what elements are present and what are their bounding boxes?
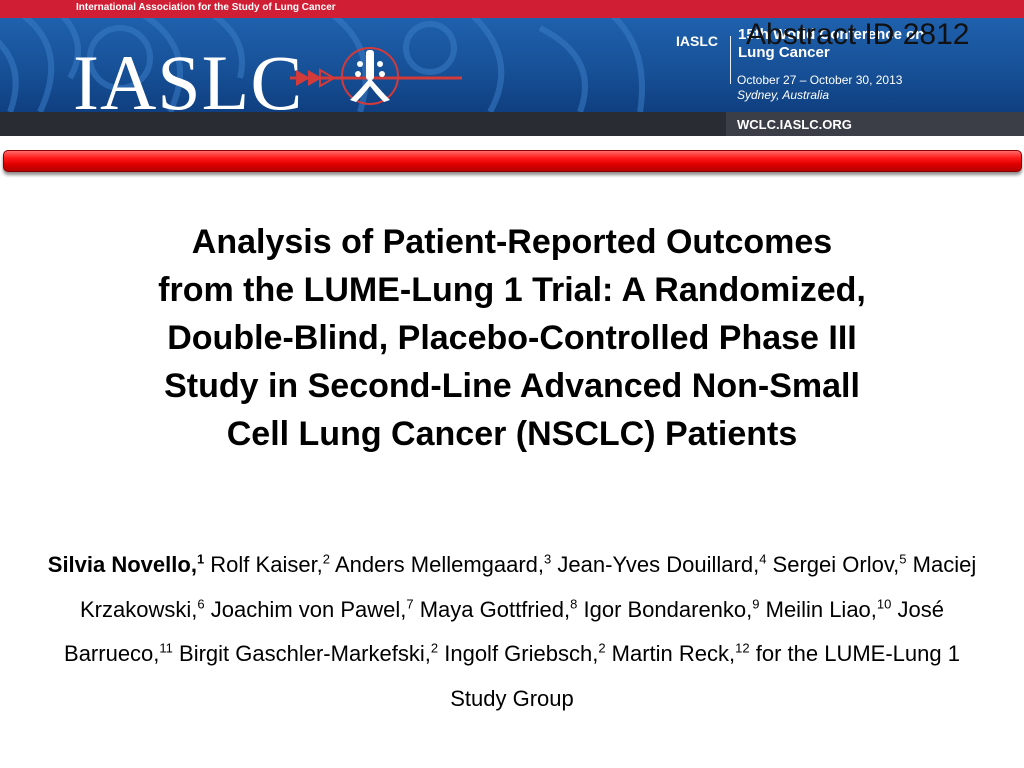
conference-url: WCLC.IASLC.ORG (737, 117, 852, 132)
title-line: Double-Blind, Placebo-Controlled Phase I… (167, 319, 857, 357)
author-affiliation: 8 (570, 596, 578, 612)
author-affiliation: 4 (759, 551, 767, 567)
conference-dates: October 27 – October 30, 2013 (737, 73, 903, 87)
slide-title: Analysis of Patient-Reported Outcomes fr… (60, 218, 964, 458)
author-name: Meilin Liao, (765, 596, 877, 622)
author-name: Ingolf Griebsch, (444, 641, 599, 666)
author-name: Jean-Yves Douillard, (557, 552, 760, 577)
author-affiliation: 7 (406, 596, 414, 612)
conference-name: 15th World Conference on Lung Cancer (738, 26, 925, 61)
title-line: Analysis of Patient-Reported Outcomes (191, 223, 833, 261)
author-name: Martin Reck, (611, 641, 736, 666)
abstract-id: Abstract ID 2812 (746, 18, 970, 51)
author-list: Silvia Novello,1 Rolf Kaiser,2 Anders Me… (40, 543, 984, 721)
author-name: Silvia Novello, (47, 552, 197, 577)
lung-caduceus-icon (290, 47, 462, 105)
author-name: Rolf Kaiser, (210, 552, 323, 577)
author-name: Maciej Krzakowski, (80, 552, 977, 622)
url-bar: WCLC.IASLC.ORG (0, 112, 1024, 136)
author-affiliation: 2 (598, 640, 606, 656)
banner-divider (730, 36, 731, 84)
conference-banner: IASLC IASLC 15th World Conference on Lun… (0, 18, 1024, 112)
iaslc-logo: IASLC (73, 39, 304, 113)
title-line: Cell Lung Cancer (NSCLC) Patients (226, 415, 798, 453)
author-affiliation: 11 (159, 640, 173, 656)
conference-org-label: IASLC (676, 33, 718, 49)
org-full-name: International Association for the Study … (76, 2, 336, 13)
study-group: for the LUME-Lung 1 Study Group (450, 641, 960, 711)
url-bar-panel (726, 112, 1024, 136)
author-affiliation: 3 (544, 551, 552, 567)
author-affiliation: 6 (197, 596, 205, 612)
author-name: Igor Bondarenko, (583, 596, 753, 622)
conference-location: Sydney, Australia (737, 88, 830, 102)
title-line: from the LUME-Lung 1 Trial: A Randomized… (158, 271, 866, 309)
banner-decoration-icon (0, 18, 645, 112)
author-affiliation: 9 (752, 596, 760, 612)
author-name: Sergei Orlov, (772, 552, 900, 577)
author-affiliation: 1 (196, 551, 205, 567)
org-bar: International Association for the Study … (0, 0, 1024, 18)
author-affiliation: 10 (876, 596, 892, 612)
author-name: Birgit Gaschler-Markefski, (179, 641, 431, 666)
author-name: Maya Gottfried, (419, 596, 571, 622)
author-affiliation: 2 (322, 551, 331, 567)
author-name: Anders Mellemgaard, (334, 552, 545, 577)
author-affiliation: 5 (899, 551, 907, 567)
author-name: Joachim von Pawel, (210, 596, 407, 622)
red-rule (3, 150, 1022, 172)
author-affiliation: 2 (430, 640, 439, 656)
author-name: José Barrueco, (64, 596, 944, 667)
author-affiliation: 12 (735, 640, 750, 656)
title-line: Study in Second-Line Advanced Non-Small (164, 367, 860, 405)
